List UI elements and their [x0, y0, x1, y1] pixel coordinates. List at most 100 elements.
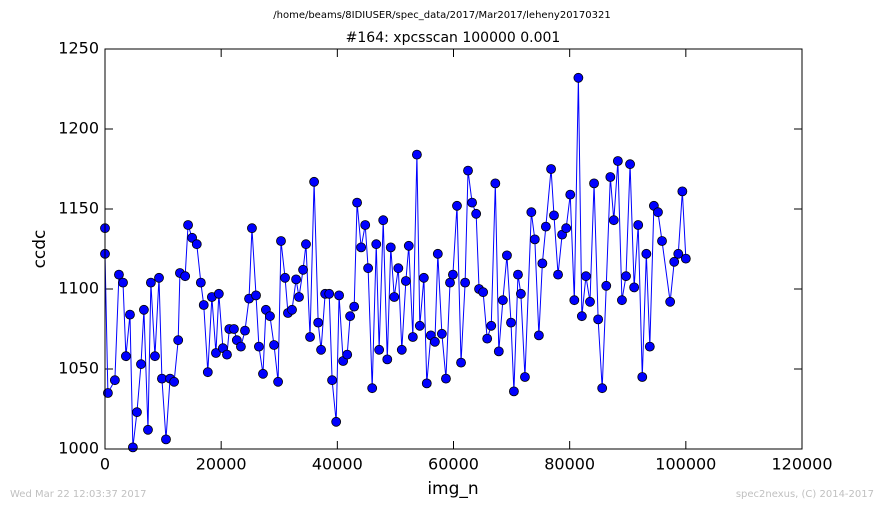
data-point [515, 288, 526, 299]
data-point [540, 221, 551, 232]
data-point [593, 314, 604, 325]
data-point [240, 325, 250, 336]
data-point [621, 271, 631, 282]
data-point [546, 164, 556, 174]
data-point [280, 272, 290, 283]
data-point [441, 373, 451, 384]
y-tick-label: 1150 [58, 199, 99, 218]
data-point [553, 269, 563, 280]
data-point [430, 336, 440, 347]
header: /home/beams/8IDIUSER/spec_data/2017/Mar2… [273, 10, 610, 21]
data-point [371, 239, 382, 250]
data-point [509, 386, 519, 397]
data-point [309, 176, 320, 187]
x-tick-label: 20000 [196, 455, 247, 474]
data-point [565, 189, 576, 200]
data-point [363, 263, 374, 274]
data-point [236, 341, 246, 352]
data-point [356, 242, 367, 253]
data-point [407, 332, 418, 342]
data-point [145, 277, 156, 288]
data-point [213, 288, 224, 299]
data-point [657, 236, 667, 246]
x-tick-label: 60000 [428, 455, 479, 474]
data-point [561, 223, 572, 234]
data-point [506, 317, 516, 328]
data-point [581, 271, 591, 282]
data-point [452, 200, 462, 211]
data-point [497, 295, 508, 306]
data-point [324, 288, 335, 299]
data-point [460, 277, 471, 288]
y-tick-label: 1100 [58, 279, 99, 298]
data-point [258, 368, 268, 379]
data-point [103, 388, 113, 398]
data-point [589, 178, 599, 189]
data-point [382, 354, 393, 365]
data-point [222, 349, 232, 360]
data-point [202, 367, 213, 378]
data-point [569, 295, 580, 306]
footer-date: Wed Mar 22 12:03:37 2017 [10, 489, 146, 500]
data-point [251, 290, 261, 301]
data-point [471, 208, 482, 219]
data-point [467, 197, 477, 208]
data-point [549, 210, 559, 221]
data-point [448, 269, 458, 280]
data-point [412, 149, 422, 160]
data-point [608, 215, 619, 226]
data-point [352, 197, 362, 208]
data-point [195, 277, 206, 288]
data-point [276, 236, 286, 246]
data-point [298, 264, 308, 275]
data-point [265, 311, 275, 322]
x-tick-label: 120000 [771, 455, 832, 474]
data-point [331, 416, 342, 427]
y-tick-label: 1000 [58, 439, 99, 458]
data-point [161, 434, 171, 445]
data-point [139, 304, 149, 315]
y-tick-label: 1050 [58, 359, 99, 378]
data-point [173, 335, 184, 346]
data-point [629, 282, 640, 293]
data-point [157, 373, 167, 384]
data-point [597, 383, 608, 394]
data-point [121, 351, 131, 362]
data-point [633, 220, 644, 230]
data-point [150, 351, 160, 362]
data-point [334, 290, 344, 301]
data-point [612, 156, 623, 166]
data-point [573, 72, 584, 83]
data-point [653, 207, 663, 218]
chart-title: #164: xpcsscan 100000 0.001 [346, 30, 561, 46]
data-point [211, 348, 221, 358]
y-axis-label: ccdc [30, 230, 50, 269]
data-point [526, 207, 537, 218]
data-point [301, 239, 311, 250]
data-point [367, 383, 378, 394]
data-point [269, 340, 279, 350]
data-point [273, 376, 283, 387]
data-point [254, 341, 264, 352]
data-point [374, 344, 385, 355]
data-point [342, 349, 353, 360]
data-point [576, 311, 587, 322]
data-point [125, 309, 135, 320]
data-point [403, 240, 414, 251]
data-point [478, 287, 489, 298]
data-point [247, 223, 257, 234]
data-point [418, 272, 429, 283]
data-line [104, 77, 687, 448]
data-point [605, 172, 616, 182]
data-point [680, 253, 691, 264]
data-point [533, 330, 544, 341]
data-point [136, 359, 146, 370]
data-point [360, 220, 371, 230]
data-point [143, 424, 153, 435]
data-point [180, 271, 191, 282]
data-point [132, 407, 142, 418]
data-point [490, 178, 501, 189]
data-point [677, 186, 688, 197]
data-point [625, 159, 635, 170]
